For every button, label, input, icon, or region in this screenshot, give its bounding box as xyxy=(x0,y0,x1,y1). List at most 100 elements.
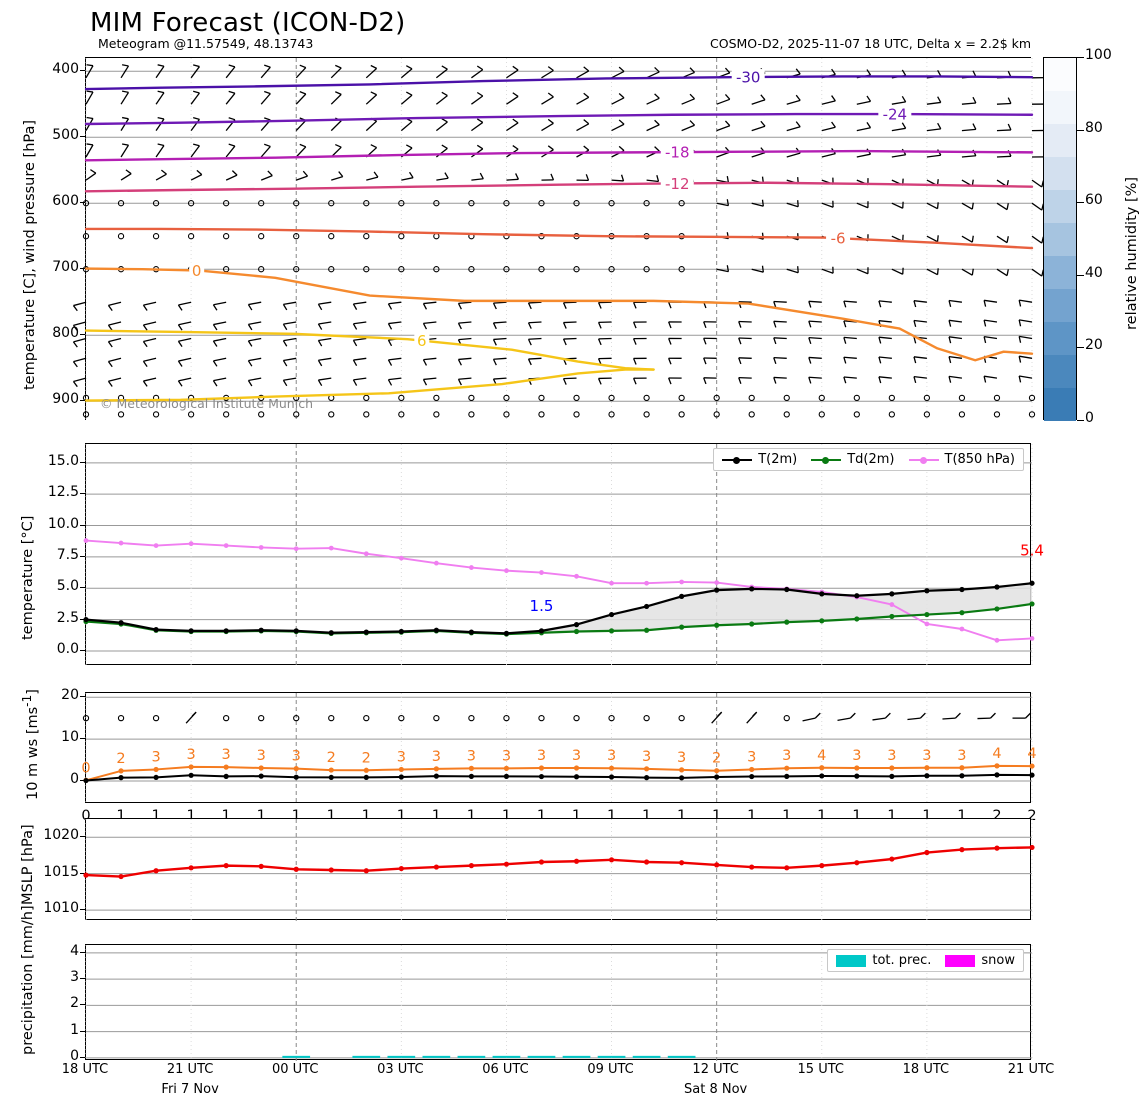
y-tick-label: 1020 xyxy=(43,827,79,844)
panel-mslp xyxy=(83,818,1035,921)
svg-text:0: 0 xyxy=(81,760,90,776)
colorbar-tick-label: 60 xyxy=(1085,192,1103,209)
y-tick-mark xyxy=(80,978,85,980)
y-tick-label: 500 xyxy=(52,127,79,144)
colorbar-label: relative humidity [%] xyxy=(1124,176,1140,330)
colorbar-segment xyxy=(1044,190,1076,223)
y-tick-label: 0 xyxy=(70,770,79,787)
y-tick-mark xyxy=(80,268,85,270)
colorbar-segment xyxy=(1044,322,1076,355)
y-tick-label: 1 xyxy=(70,1021,79,1038)
svg-text:1: 1 xyxy=(922,808,931,824)
colorbar-segment xyxy=(1044,388,1076,421)
y-tick-mark xyxy=(80,1056,85,1058)
y-tick-mark xyxy=(80,836,85,838)
svg-text:2: 2 xyxy=(992,808,1001,824)
x-tick-label: 06 UTC xyxy=(482,1062,529,1077)
y-tick-label: 400 xyxy=(52,61,79,78)
svg-text:1: 1 xyxy=(397,808,406,824)
y-tick-mark xyxy=(80,461,85,463)
legend-label: snow xyxy=(981,953,1015,968)
colorbar-tick-mark xyxy=(1077,57,1084,58)
colorbar-tick-mark xyxy=(1077,202,1084,204)
legend-line-swatch xyxy=(811,457,842,464)
svg-text:2: 2 xyxy=(327,750,336,766)
svg-text:3: 3 xyxy=(957,748,966,764)
colorbar-segment xyxy=(1044,289,1076,322)
svg-text:1: 1 xyxy=(327,808,336,824)
svg-text:1: 1 xyxy=(677,808,686,824)
legend-label: tot. prec. xyxy=(872,953,932,968)
colorbar-tick-mark xyxy=(1077,420,1084,421)
colorbar-segment xyxy=(1044,256,1076,289)
legend-item: T(850 hPa) xyxy=(908,452,1016,467)
y-tick-mark xyxy=(80,738,85,740)
y-tick-label: 3 xyxy=(70,969,79,986)
svg-text:1: 1 xyxy=(817,808,826,824)
x-tick-label: 12 UTC xyxy=(692,1062,739,1077)
legend-marker xyxy=(822,457,830,464)
svg-text:1: 1 xyxy=(642,808,651,824)
x-day-label: Fri 7 Nov xyxy=(161,1082,219,1097)
colorbar-tick-label: 80 xyxy=(1085,119,1103,136)
y-tick-mark xyxy=(80,649,85,651)
y-tick-mark xyxy=(80,555,85,557)
svg-text:1: 1 xyxy=(957,808,966,824)
panel-precipitation: tot. prec. snow xyxy=(85,944,1033,1061)
svg-text:1: 1 xyxy=(292,808,301,824)
y-tick-label: 0.0 xyxy=(56,640,79,657)
svg-text:3: 3 xyxy=(852,748,861,764)
svg-text:1: 1 xyxy=(151,808,160,824)
colorbar-segment xyxy=(1044,355,1076,388)
y-tick-mark xyxy=(80,202,85,204)
svg-text:2: 2 xyxy=(1027,808,1036,824)
y-tick-label: 2 xyxy=(70,995,79,1012)
svg-text:1.5: 1.5 xyxy=(530,597,554,615)
legend-item: T(2m) xyxy=(722,452,797,467)
panel-temperature: 1.5 5.4 T(2m) Td(2m) T(850 hPa) xyxy=(83,443,1044,666)
svg-text:4: 4 xyxy=(992,746,1001,762)
y-tick-label: 10 xyxy=(61,729,79,746)
x-tick-label: 18 UTC xyxy=(902,1062,950,1077)
y-tick-label: 1015 xyxy=(43,863,79,880)
svg-text:4: 4 xyxy=(1027,746,1036,762)
svg-text:3: 3 xyxy=(222,747,231,763)
legend-marker xyxy=(733,457,741,464)
svg-text:-30: -30 xyxy=(736,69,761,87)
y-tick-label: 900 xyxy=(52,391,79,408)
copyright-text: © Meteorological Institute Munich xyxy=(100,396,313,411)
legend-color-swatch xyxy=(945,954,976,967)
svg-text:1: 1 xyxy=(782,808,791,824)
legend-line-swatch xyxy=(722,457,753,464)
svg-text:3: 3 xyxy=(397,749,406,765)
colorbar-segment xyxy=(1044,124,1076,157)
legend-label: T(850 hPa) xyxy=(944,452,1016,467)
legend-item: tot. prec. xyxy=(836,953,931,968)
colorbar-segment xyxy=(1044,58,1076,91)
svg-text:1: 1 xyxy=(747,808,756,824)
y-tick-label: 7.5 xyxy=(56,546,79,563)
svg-text:3: 3 xyxy=(537,748,546,764)
svg-text:1: 1 xyxy=(222,808,231,824)
colorbar-segment xyxy=(1044,157,1076,190)
svg-text:1: 1 xyxy=(572,808,581,824)
colorbar-segment xyxy=(1044,223,1076,256)
x-tick-label: 21 UTC xyxy=(166,1062,214,1077)
subtitle-location: Meteogram @11.57549, 48.13743 xyxy=(98,36,314,51)
y-tick-mark xyxy=(80,587,85,589)
y-tick-label: 700 xyxy=(52,259,79,276)
y-tick-mark xyxy=(80,951,85,953)
svg-text:1: 1 xyxy=(887,808,896,824)
colorbar-tick-label: 20 xyxy=(1085,337,1103,354)
colorbar-tick-label: 100 xyxy=(1085,47,1112,63)
y-tick-mark xyxy=(80,696,85,698)
y-tick-mark xyxy=(80,1004,85,1006)
svg-text:-24: -24 xyxy=(883,106,908,124)
profile-y-axis-label: temperature [C], wind pressure [hPa] xyxy=(22,119,38,390)
y-tick-mark xyxy=(80,618,85,620)
x-tick-label: 15 UTC xyxy=(797,1062,844,1077)
svg-text:3: 3 xyxy=(607,748,616,764)
svg-text:0: 0 xyxy=(192,262,202,280)
svg-text:4: 4 xyxy=(817,748,826,764)
